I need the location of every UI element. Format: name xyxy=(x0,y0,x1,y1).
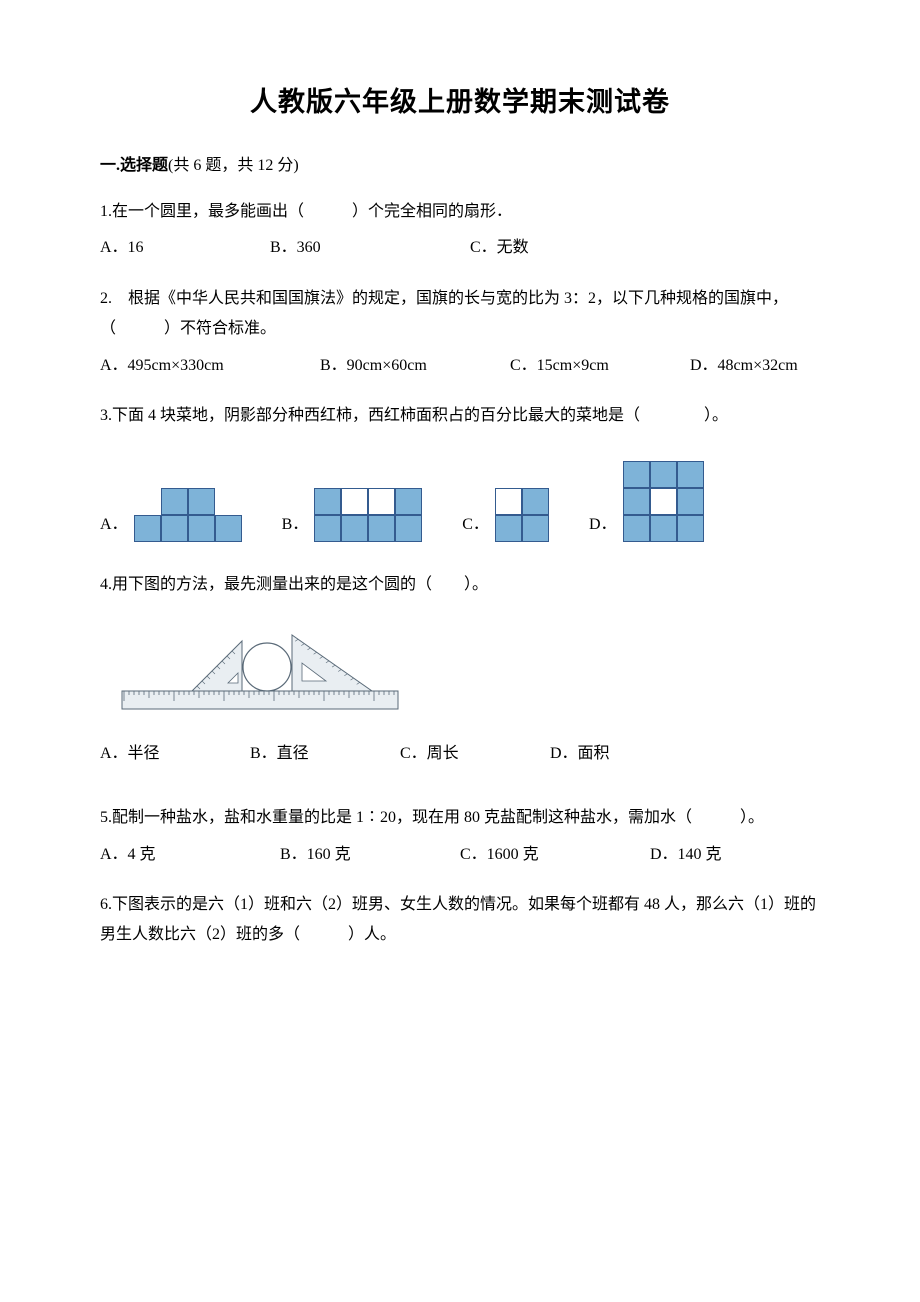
grid-cell xyxy=(368,488,395,515)
grid-cell xyxy=(161,488,188,515)
section-1-label: 一.选择题 xyxy=(100,157,168,174)
grid-cell xyxy=(395,515,422,542)
q2-opt-c: C．15cm×9cm xyxy=(510,351,690,381)
question-6: 6.下图表示的是六（1）班和六（2）班男、女生人数的情况。如果每个班都有 48 … xyxy=(100,890,820,951)
q5-opt-b: B．160 克 xyxy=(280,840,460,870)
grid-cell xyxy=(522,488,549,515)
question-3-text: 3.下面 4 块菜地，阴影部分种西红柿，西红柿面积占的百分比最大的菜地是（ ）。 xyxy=(100,401,820,431)
q3-label-d: D． xyxy=(589,510,617,542)
question-5-options: A．4 克 B．160 克 C．1600 克 D．140 克 xyxy=(100,840,820,870)
grid-cell xyxy=(650,515,677,542)
grid-cell xyxy=(623,515,650,542)
q4-opt-b: B．直径 xyxy=(250,739,400,769)
q1-opt-c: C．无数 xyxy=(470,233,529,263)
q3-fig-b: B． xyxy=(282,488,423,542)
q4-opt-c: C．周长 xyxy=(400,739,550,769)
grid-cell xyxy=(677,461,704,488)
q3-grid-a xyxy=(134,488,242,542)
grid-cell xyxy=(341,488,368,515)
question-2: 2. 根据《中华人民共和国国旗法》的规定，国旗的长与宽的比为 3：2，以下几种规… xyxy=(100,284,820,381)
section-1-head: 一.选择题(共 6 题，共 12 分) xyxy=(100,151,820,175)
question-1-options: A．16 B．360 C．无数 xyxy=(100,233,820,263)
ruler-triangle-circle-icon xyxy=(120,627,400,711)
grid-cell xyxy=(314,488,341,515)
grid-cell xyxy=(677,488,704,515)
section-1-meta: (共 6 题，共 12 分) xyxy=(168,157,299,174)
q4-opt-a: A．半径 xyxy=(100,739,250,769)
q1-opt-a: A．16 xyxy=(100,233,270,263)
q3-label-c: C． xyxy=(462,510,489,542)
q4-opt-d: D．面积 xyxy=(550,739,610,769)
q3-fig-a: A． xyxy=(100,488,242,542)
q3-fig-d: D． xyxy=(589,461,704,542)
grid-cell xyxy=(188,488,215,515)
question-5: 5.配制一种盐水，盐和水重量的比是 1∶20，现在用 80 克盐配制这种盐水，需… xyxy=(100,803,820,870)
question-4-text: 4.用下图的方法，最先测量出来的是这个圆的（ ）。 xyxy=(100,570,820,600)
question-3: 3.下面 4 块菜地，阴影部分种西红柿，西红柿面积占的百分比最大的菜地是（ ）。… xyxy=(100,401,820,542)
grid-cell xyxy=(215,515,242,542)
grid-cell xyxy=(623,488,650,515)
grid-cell xyxy=(677,515,704,542)
grid-cell xyxy=(188,515,215,542)
question-5-text: 5.配制一种盐水，盐和水重量的比是 1∶20，现在用 80 克盐配制这种盐水，需… xyxy=(100,803,820,833)
grid-cell xyxy=(623,461,650,488)
q1-opt-b: B．360 xyxy=(270,233,470,263)
grid-cell xyxy=(522,515,549,542)
question-4-figure xyxy=(120,627,820,711)
grid-cell xyxy=(650,488,677,515)
grid-cell xyxy=(495,515,522,542)
grid-cell xyxy=(161,515,188,542)
grid-cell xyxy=(134,515,161,542)
q3-label-b: B． xyxy=(282,510,309,542)
grid-cell xyxy=(368,515,395,542)
grid-cell xyxy=(215,488,242,515)
question-1: 1.在一个圆里，最多能画出（ ）个完全相同的扇形． A．16 B．360 C．无… xyxy=(100,197,820,264)
q5-opt-c: C．1600 克 xyxy=(460,840,650,870)
q3-label-a: A． xyxy=(100,510,128,542)
q3-fig-c: C． xyxy=(462,488,549,542)
q5-opt-d: D．140 克 xyxy=(650,840,722,870)
q5-opt-a: A．4 克 xyxy=(100,840,280,870)
question-4: 4.用下图的方法，最先测量出来的是这个圆的（ ）。 A．半径 B．直径 C．周长… xyxy=(100,570,820,769)
question-4-options: A．半径 B．直径 C．周长 D．面积 xyxy=(100,739,820,769)
q2-opt-b: B．90cm×60cm xyxy=(320,351,510,381)
question-2-options: A．495cm×330cm B．90cm×60cm C．15cm×9cm D．4… xyxy=(100,351,820,381)
page-title: 人教版六年级上册数学期末测试卷 xyxy=(100,80,820,119)
question-2-text: 2. 根据《中华人民共和国国旗法》的规定，国旗的长与宽的比为 3：2，以下几种规… xyxy=(100,284,820,345)
question-6-text: 6.下图表示的是六（1）班和六（2）班男、女生人数的情况。如果每个班都有 48 … xyxy=(100,890,820,951)
grid-cell xyxy=(314,515,341,542)
question-1-text: 1.在一个圆里，最多能画出（ ）个完全相同的扇形． xyxy=(100,197,820,227)
q3-grid-d xyxy=(623,461,704,542)
q3-grid-b xyxy=(314,488,422,542)
q3-grid-c xyxy=(495,488,549,542)
grid-cell xyxy=(495,488,522,515)
question-3-figures: A． B． C． D． xyxy=(100,461,820,542)
grid-cell xyxy=(395,488,422,515)
grid-cell xyxy=(650,461,677,488)
q2-opt-d: D．48cm×32cm xyxy=(690,351,798,381)
grid-cell xyxy=(341,515,368,542)
grid-cell xyxy=(134,488,161,515)
q2-opt-a: A．495cm×330cm xyxy=(100,351,320,381)
